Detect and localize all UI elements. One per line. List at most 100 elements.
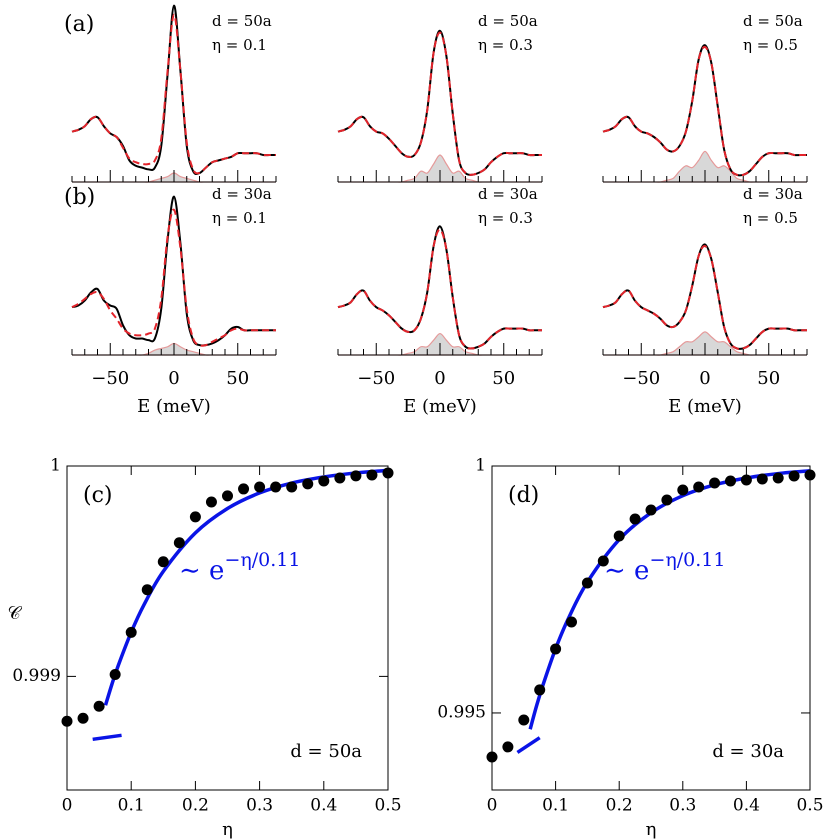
- data-point: [222, 490, 233, 502]
- x-tick-label: 0: [434, 368, 445, 389]
- data-point: [661, 494, 673, 506]
- x-tick-label: −50: [91, 368, 129, 389]
- x-tick-label: 0.2: [606, 796, 633, 816]
- x-tick-label: −50: [357, 368, 395, 389]
- parameter-label: η = 0.5: [743, 209, 798, 227]
- data-point: [550, 643, 562, 655]
- panel-label: (b): [64, 185, 95, 210]
- panel-label: (d): [508, 483, 539, 508]
- data-point: [645, 504, 657, 516]
- panel-label: (a): [64, 12, 94, 37]
- parameter-label: η = 0.1: [212, 209, 267, 227]
- x-tick-label: 0: [62, 796, 73, 816]
- x-tick-label: 0.4: [733, 796, 760, 816]
- x-axis-label: η: [646, 819, 657, 839]
- data-point: [366, 469, 378, 481]
- data-point: [93, 700, 105, 712]
- x-tick-label: 0.4: [310, 796, 337, 816]
- spectrum-line: [337, 225, 542, 350]
- spectrum-line: [71, 208, 276, 347]
- spectrum-line: [71, 13, 276, 175]
- x-tick-label: 0.1: [118, 796, 145, 816]
- parameter-label: η = 0.1: [212, 36, 267, 54]
- panel-label: (c): [83, 483, 113, 508]
- data-point: [756, 473, 768, 485]
- x-tick-label: 50: [757, 368, 780, 389]
- data-point: [254, 481, 266, 493]
- spectrum-line: [602, 45, 807, 177]
- fit-curve: [516, 736, 541, 754]
- x-tick-label: 0.1: [542, 796, 569, 816]
- spectrum-line: [337, 228, 542, 350]
- x-tick-label: 0: [168, 368, 179, 389]
- data-point: [286, 481, 298, 493]
- x-tick-label: 0.5: [374, 796, 401, 816]
- data-point: [709, 477, 721, 489]
- y-axis-label: 𝒞: [7, 603, 22, 624]
- x-tick-label: 50: [492, 368, 515, 389]
- data-point: [740, 474, 752, 486]
- parameter-label: d = 50a: [478, 12, 538, 30]
- parameter-label: d = 30a: [478, 185, 538, 203]
- x-tick-label: −50: [622, 368, 660, 389]
- data-point: [77, 712, 89, 724]
- data-point: [566, 616, 577, 628]
- x-tick-label: 0.5: [796, 796, 823, 816]
- data-point: [518, 714, 530, 726]
- data-point: [613, 530, 625, 542]
- data-point: [382, 467, 394, 479]
- data-point: [173, 537, 185, 549]
- fit-label-exponent: −η/0.11: [224, 549, 300, 571]
- data-point: [772, 472, 784, 484]
- x-tick-label: 0.3: [246, 796, 273, 816]
- data-point: [270, 481, 282, 493]
- data-point: [238, 483, 250, 495]
- parameter-label: d = 50a: [212, 12, 272, 30]
- parameter-label: η = 0.5: [743, 36, 798, 54]
- x-axis-label: E (meV): [403, 396, 477, 417]
- data-point: [788, 470, 800, 482]
- data-point: [597, 555, 609, 567]
- data-point: [334, 472, 346, 484]
- spectrum-line: [602, 245, 807, 350]
- data-point: [125, 626, 137, 638]
- fit-label-base: ∼ e: [604, 556, 649, 586]
- data-point: [581, 577, 593, 589]
- data-point: [318, 475, 330, 487]
- x-axis-label: E (meV): [668, 396, 742, 417]
- fit-label-base: ∼ e: [179, 556, 224, 586]
- data-point: [502, 741, 514, 753]
- parameter-label: η = 0.3: [478, 36, 533, 54]
- parameter-label: d = 50a: [743, 12, 803, 30]
- x-tick-label: 0.2: [182, 796, 209, 816]
- y-tick-label: 1: [475, 456, 486, 476]
- data-point: [109, 668, 121, 680]
- y-tick-label: 0.999: [12, 666, 61, 686]
- y-tick-label: 1: [50, 456, 61, 476]
- plot-frame: [66, 465, 389, 791]
- data-point: [157, 556, 169, 568]
- spectrum-line: [337, 31, 542, 176]
- data-point: [677, 484, 689, 496]
- data-point: [725, 475, 736, 487]
- data-point: [804, 469, 816, 481]
- data-point: [302, 478, 314, 490]
- data-point: [486, 751, 498, 763]
- data-point: [141, 584, 153, 596]
- data-point: [534, 684, 546, 696]
- parameter-label: η = 0.3: [478, 209, 533, 227]
- plot-frame: [491, 465, 811, 791]
- parameter-label: d = 50a: [290, 741, 362, 762]
- x-axis-label: η: [222, 819, 233, 839]
- parameter-label: d = 30a: [712, 741, 784, 762]
- fit-curve: [528, 469, 811, 730]
- fit-label: ∼ e−η/0.11: [604, 549, 725, 586]
- data-point: [189, 511, 201, 523]
- parameter-label: d = 30a: [212, 185, 272, 203]
- y-tick-label: 0.995: [437, 702, 486, 722]
- parameter-label: d = 30a: [743, 185, 803, 203]
- x-tick-label: 0: [487, 796, 498, 816]
- fit-curve: [92, 733, 122, 742]
- x-axis-label: E (meV): [137, 396, 211, 417]
